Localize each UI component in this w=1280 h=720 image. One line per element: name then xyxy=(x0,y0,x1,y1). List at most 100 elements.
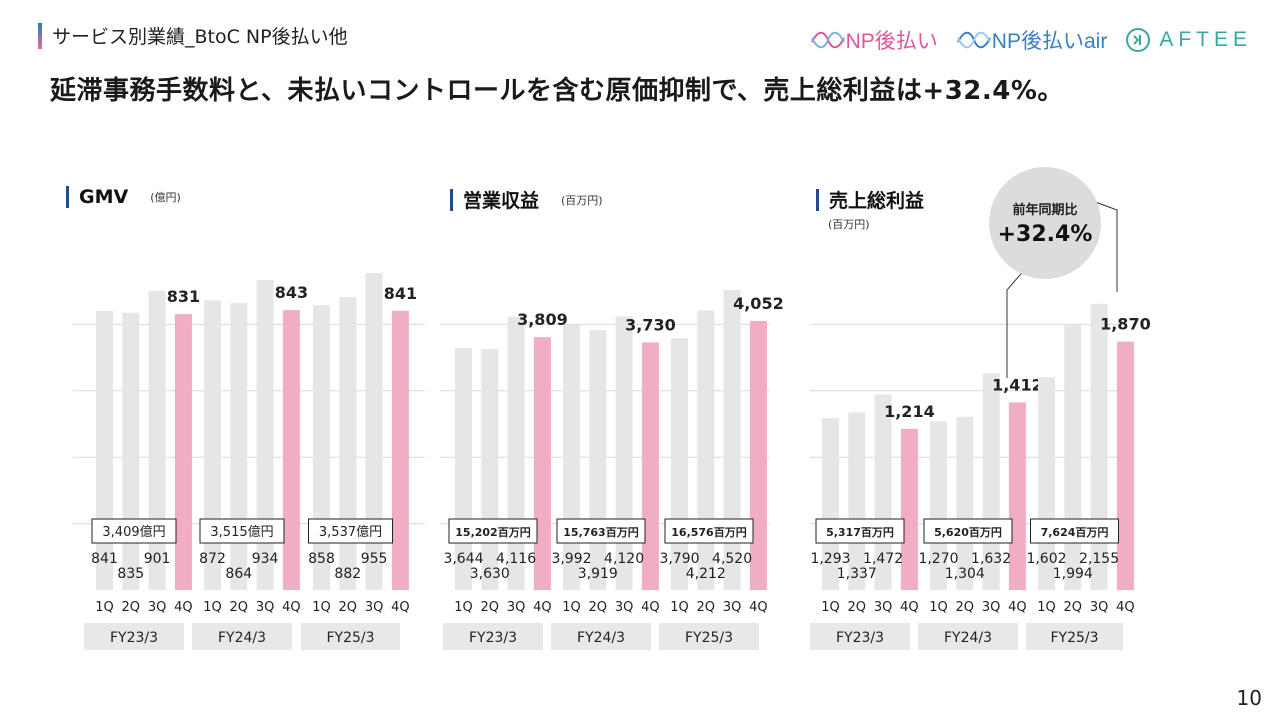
data-label: 3,790 xyxy=(659,551,699,567)
total-box xyxy=(199,518,285,544)
fy-label: FY23/3 xyxy=(469,630,517,646)
tick-label: 4Q xyxy=(900,600,919,615)
bar xyxy=(956,416,974,590)
bar xyxy=(230,303,248,590)
tick-label: 2Q xyxy=(122,600,141,615)
gross-profit-unit: (百万円) xyxy=(828,218,870,231)
total-box xyxy=(664,518,754,544)
revenue-unit: (百万円) xyxy=(561,193,603,207)
data-label: 882 xyxy=(334,566,361,582)
gross-profit-chart-title: 売上総利益 xyxy=(816,186,924,213)
data-label: 901 xyxy=(144,551,171,567)
bar xyxy=(1116,341,1134,590)
data-label: 934 xyxy=(252,551,279,567)
tick-label: 3Q xyxy=(1090,600,1109,615)
fy-label: FY25/3 xyxy=(685,630,733,646)
total-box xyxy=(448,518,538,544)
total-label: 5,317百万円 xyxy=(826,526,894,539)
section-title: サービス別業績_BtoC NP後払い他 xyxy=(38,22,348,49)
fy-band xyxy=(301,623,400,650)
data-label: 1,293 xyxy=(810,551,850,567)
bar xyxy=(148,290,166,590)
gmv-unit: (億円) xyxy=(150,191,181,204)
tick-label: 4Q xyxy=(1008,600,1027,615)
bar xyxy=(900,428,918,590)
data-label: 955 xyxy=(361,551,388,567)
title-accent-bar xyxy=(66,186,69,208)
tick-label: 1Q xyxy=(95,600,114,615)
bar xyxy=(256,279,274,590)
fy-band xyxy=(443,623,543,650)
data-label: 3,630 xyxy=(470,566,510,582)
bar xyxy=(697,310,715,590)
tick-label: 4Q xyxy=(391,600,410,615)
data-label: 1,270 xyxy=(918,551,958,567)
gmv-chart-title: GMV (億円) xyxy=(66,186,181,208)
data-label: 835 xyxy=(117,566,144,582)
fy-label: FY23/3 xyxy=(836,630,884,646)
fy-label: FY24/3 xyxy=(944,630,992,646)
fy-label: FY25/3 xyxy=(326,630,374,646)
fy-label: FY23/3 xyxy=(110,630,158,646)
yoy-growth-bubble: 前年同期比 +32.4% xyxy=(989,167,1101,279)
revenue-chart-title: 営業収益 (百万円) xyxy=(450,186,603,213)
data-label: 3,992 xyxy=(551,551,591,567)
tick-label: 4Q xyxy=(533,600,552,615)
data-label: 3,644 xyxy=(443,551,483,567)
tick-label: 3Q xyxy=(874,600,893,615)
bar xyxy=(507,316,525,590)
annotation-connector xyxy=(1006,267,1027,378)
bar xyxy=(848,412,866,590)
bar xyxy=(1008,402,1026,590)
total-label: 3,537億円 xyxy=(319,524,382,540)
tick-label: 2Q xyxy=(481,600,500,615)
bar xyxy=(615,316,633,590)
page-number: 10 xyxy=(1236,686,1262,710)
data-label: 4,520 xyxy=(712,551,752,567)
tick-label: 3Q xyxy=(256,600,275,615)
tick-label: 1Q xyxy=(821,600,840,615)
tick-label: 3Q xyxy=(365,600,384,615)
np-atobarai-air-logo: NP後払いair xyxy=(956,25,1107,55)
bar xyxy=(339,297,357,590)
bar xyxy=(174,314,192,590)
annotation-connector xyxy=(1089,199,1118,292)
data-label: 3,730 xyxy=(625,315,676,334)
headline: 延滞事務手数料と、未払いコントロールを含む原価抑制で、売上総利益は+32.4%。 xyxy=(50,76,1064,106)
data-label: 2,155 xyxy=(1079,551,1119,567)
tick-label: 1Q xyxy=(203,600,222,615)
fy-label: FY24/3 xyxy=(577,630,625,646)
data-label: 1,337 xyxy=(837,566,877,582)
section-title-text: サービス別業績_BtoC NP後払い他 xyxy=(52,26,348,48)
data-label: 841 xyxy=(384,284,417,303)
total-box xyxy=(308,518,393,544)
fy-label: FY24/3 xyxy=(218,630,266,646)
bar xyxy=(930,421,947,590)
data-label: 3,919 xyxy=(578,566,618,582)
data-label: 3,809 xyxy=(517,310,568,329)
fy-band xyxy=(84,623,184,650)
bar xyxy=(282,310,300,590)
tick-label: 2Q xyxy=(339,600,358,615)
tick-label: 3Q xyxy=(507,600,526,615)
total-box xyxy=(556,518,646,544)
total-label: 16,576百万円 xyxy=(671,526,746,539)
bar xyxy=(1090,303,1108,590)
tick-label: 1Q xyxy=(562,600,581,615)
total-label: 3,515億円 xyxy=(210,524,273,540)
total-label: 5,620百万円 xyxy=(934,526,1002,539)
data-label: 841 xyxy=(91,551,118,567)
tick-label: 4Q xyxy=(1116,600,1135,615)
total-box xyxy=(91,518,177,544)
title-accent-bar xyxy=(450,188,453,211)
bar xyxy=(533,337,551,590)
data-label: 858 xyxy=(308,551,335,567)
tick-label: 3Q xyxy=(148,600,167,615)
total-label: 15,763百万円 xyxy=(563,526,638,539)
data-label: 864 xyxy=(225,566,252,582)
fy-band xyxy=(659,623,759,650)
tick-label: 3Q xyxy=(615,600,634,615)
yoy-label: 前年同期比 xyxy=(1012,203,1078,218)
tick-label: 4Q xyxy=(641,600,660,615)
tick-label: 4Q xyxy=(749,600,768,615)
